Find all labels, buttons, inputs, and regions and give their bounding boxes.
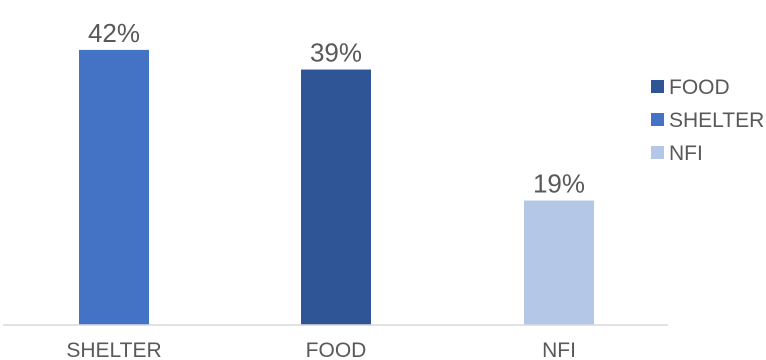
data-labels-group: 42% 39% 19% xyxy=(88,18,585,199)
bar-shelter xyxy=(79,49,149,326)
bar-nfi xyxy=(524,200,594,325)
legend-swatch-nfi xyxy=(651,146,664,159)
data-label-nfi: 19% xyxy=(533,169,585,199)
bar-food xyxy=(301,69,371,325)
data-label-shelter: 42% xyxy=(88,18,140,48)
category-label-nfi: NFI xyxy=(542,339,576,360)
category-label-food: FOOD xyxy=(306,339,367,360)
category-label-shelter: SHELTER xyxy=(66,339,161,360)
legend-label-nfi: NFI xyxy=(669,142,703,165)
legend-item-shelter: SHELTER xyxy=(651,109,764,132)
legend: FOOD SHELTER NFI xyxy=(651,76,764,165)
legend-label-food: FOOD xyxy=(669,76,730,99)
legend-item-nfi: NFI xyxy=(651,142,703,165)
data-label-food: 39% xyxy=(310,38,362,68)
legend-swatch-food xyxy=(651,80,664,93)
bars-group xyxy=(79,49,594,326)
category-labels-group: SHELTER FOOD NFI xyxy=(66,339,576,360)
legend-item-food: FOOD xyxy=(651,76,730,99)
legend-label-shelter: SHELTER xyxy=(669,109,764,132)
legend-swatch-shelter xyxy=(651,113,664,126)
